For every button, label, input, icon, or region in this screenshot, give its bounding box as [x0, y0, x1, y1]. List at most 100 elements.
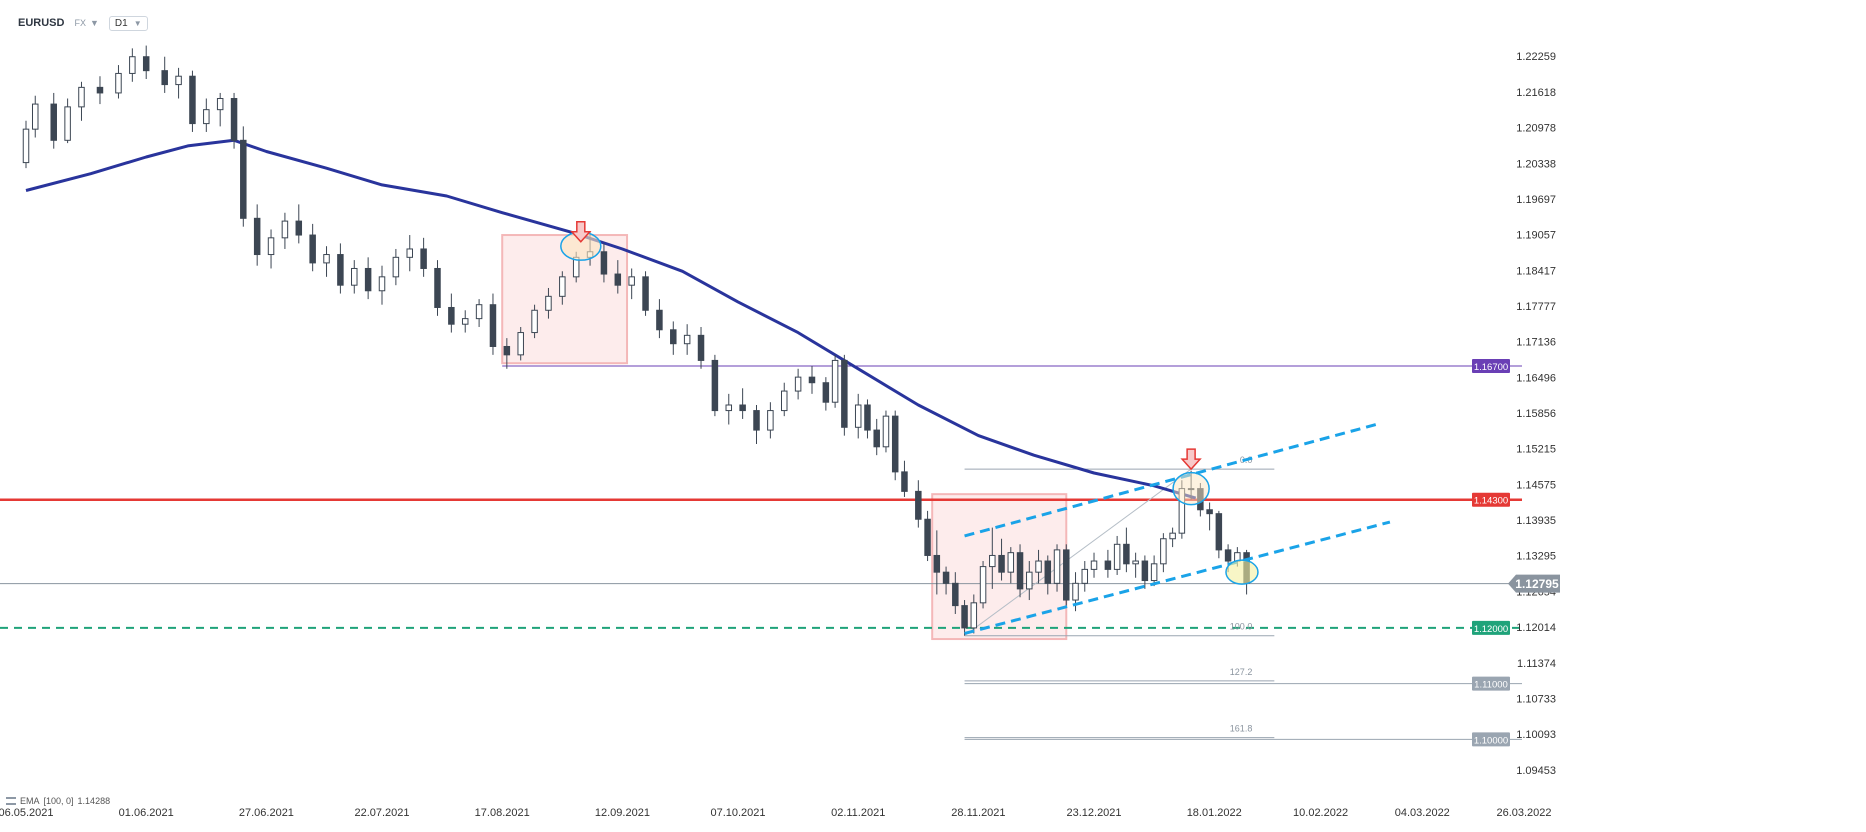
chart-header: EURUSD FX ▼ D1 ▼	[18, 14, 148, 32]
candle	[351, 260, 358, 294]
candle-body	[1215, 513, 1223, 551]
candle-body	[267, 237, 275, 256]
candle-body	[337, 254, 344, 286]
candle-body	[1169, 532, 1176, 540]
level-tag-bg	[1472, 358, 1510, 373]
candle-body	[351, 267, 358, 286]
candle-body	[1141, 560, 1149, 582]
candle-body	[864, 404, 871, 431]
candle-body	[189, 75, 196, 125]
candle-body	[1026, 571, 1033, 590]
chevron-down-icon: ▼	[133, 18, 142, 28]
candle	[309, 223, 316, 272]
candle	[841, 354, 848, 436]
x-tick-label: 01.06.2021	[119, 807, 174, 819]
candle	[281, 212, 289, 249]
y-tick-label: 1.20978	[1516, 123, 1556, 135]
time-axis[interactable]: 06.05.2021 01.06.2021 27.06.2021 22.07.2021…	[0, 807, 1552, 819]
candle-body	[392, 256, 400, 278]
candle	[831, 354, 839, 408]
candle	[420, 237, 427, 277]
candle-body	[1072, 582, 1079, 601]
candle	[808, 365, 816, 394]
candle	[189, 70, 196, 132]
price-axis[interactable]: 1.22259 1.21618 1.20978 1.20338 1.19697 1.190…	[1516, 51, 1556, 777]
candle	[323, 246, 330, 277]
symbol-label[interactable]: EURUSD	[18, 17, 65, 29]
level-tag-bg	[1472, 676, 1510, 691]
candle-body	[64, 106, 71, 141]
y-tick-label: 1.14575	[1516, 479, 1556, 491]
level-tag-label: 1.11000	[1474, 680, 1508, 691]
current-price-label: 1.12795	[1515, 577, 1559, 591]
candle-body	[517, 332, 524, 356]
asset-class-selector[interactable]: FX ▼	[74, 18, 98, 28]
y-tick-label: 1.16496	[1516, 372, 1556, 384]
candle	[614, 260, 622, 294]
candle-body	[998, 554, 1005, 573]
candle-body	[230, 98, 238, 141]
candle	[697, 326, 705, 369]
candle	[753, 405, 760, 445]
y-tick-label: 1.15856	[1516, 408, 1556, 420]
candle-body	[31, 103, 39, 130]
timeframe-dropdown[interactable]: D1 ▼	[108, 15, 148, 31]
indicator-menu-icon[interactable]	[6, 797, 16, 805]
candle-body	[489, 304, 497, 347]
candle	[942, 566, 950, 595]
x-tick-label: 07.10.2021	[710, 807, 765, 819]
candle-body	[933, 554, 941, 573]
current-price-tag: 1.12795	[1508, 574, 1560, 593]
x-tick-label: 10.02.2022	[1293, 807, 1348, 819]
asset-class-label: FX	[74, 18, 86, 28]
candle-body	[22, 128, 30, 164]
candle	[216, 92, 224, 127]
candle	[230, 92, 238, 149]
level-tag-bg	[1472, 620, 1510, 635]
candle-body	[129, 56, 136, 74]
candle	[1104, 549, 1112, 578]
x-tick-label: 18.01.2022	[1187, 807, 1242, 819]
candle-body	[96, 86, 104, 94]
candle	[1035, 549, 1042, 584]
candle-body	[831, 359, 839, 403]
candle	[129, 48, 136, 82]
x-tick-label: 17.08.2021	[475, 807, 530, 819]
candle	[175, 67, 182, 99]
x-tick-label: 23.12.2021	[1066, 807, 1121, 819]
level-lines	[0, 365, 1522, 740]
candle	[267, 229, 275, 269]
candle-body	[725, 404, 733, 412]
candle	[1044, 555, 1052, 595]
candle-body	[240, 139, 247, 219]
y-tick-label: 1.17136	[1516, 337, 1556, 349]
candle-body	[683, 334, 691, 345]
candle-body	[780, 390, 788, 412]
candle-body	[503, 345, 511, 356]
candle-body	[753, 410, 760, 431]
candle-body	[323, 254, 330, 264]
candle-body	[253, 217, 261, 256]
highlight-circle-january	[1172, 471, 1210, 506]
candle	[434, 260, 441, 316]
y-tick-label: 1.19697	[1516, 194, 1556, 206]
x-tick-label: 26.03.2022	[1496, 807, 1551, 819]
level-tag-label: 1.16700	[1474, 362, 1508, 373]
candle	[1141, 555, 1149, 589]
candle-body	[924, 518, 931, 556]
candle-body	[115, 72, 122, 94]
candle	[998, 538, 1005, 581]
indicator-legend[interactable]: EMA [100, 0] 1.14288	[6, 796, 110, 806]
candle-body	[475, 304, 483, 320]
candle	[1215, 510, 1223, 559]
annotation-marks[interactable]	[560, 220, 1259, 585]
candle	[406, 235, 413, 272]
channel-lines[interactable]	[964, 423, 1391, 635]
level-tag-bg	[1472, 732, 1510, 747]
candle-body	[1104, 560, 1112, 570]
candle-body	[952, 582, 959, 607]
candle	[1206, 502, 1213, 531]
candle-body	[216, 98, 224, 111]
candle-body	[1150, 563, 1158, 582]
